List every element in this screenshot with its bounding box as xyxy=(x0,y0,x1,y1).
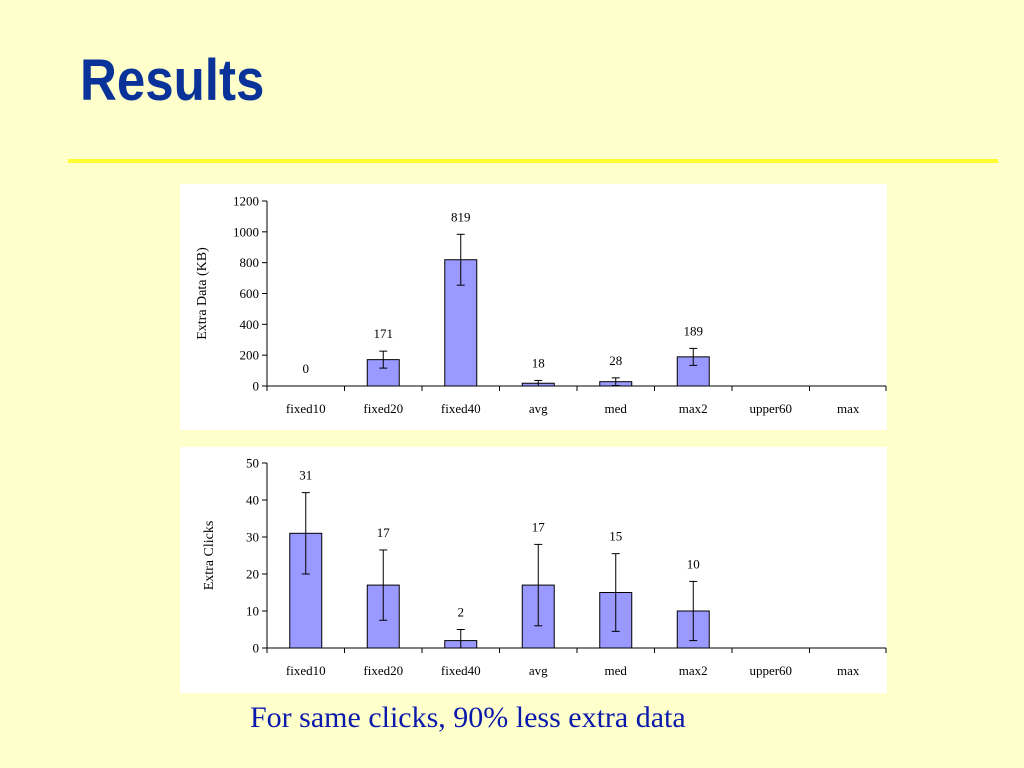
extra-clicks-chart-svg: 0 10 20 30 40 50 Extra Clicks fixed10 31 fixed20 1… xyxy=(202,456,887,678)
slide-caption: For same clicks, 90% less extra data xyxy=(250,701,686,734)
extra-data-category-label-max: max xyxy=(837,401,860,416)
extra-data-y-tick-label: 400 xyxy=(240,317,260,332)
extra-data-y-axis-title: Extra Data (KB) xyxy=(195,247,210,340)
extra-clicks-category-label-upper60: upper60 xyxy=(749,663,792,678)
slide-title: Results xyxy=(80,48,265,113)
extra-data-data-label-fixed20: 171 xyxy=(374,326,394,341)
extra-clicks-data-label-avg: 17 xyxy=(532,519,546,534)
extra-clicks-category-label-med: med xyxy=(605,663,628,678)
extra-clicks-category-label-max: max xyxy=(837,663,860,678)
extra-data-y-tick-label: 200 xyxy=(240,348,260,363)
extra-clicks-y-tick-label: 30 xyxy=(246,530,259,545)
extra-data-category-label-fixed20: fixed20 xyxy=(363,401,403,416)
extra-data-y-tick-label: 800 xyxy=(240,255,260,270)
extra-clicks-data-label-med: 15 xyxy=(609,529,622,544)
extra-data-category-label-fixed10: fixed10 xyxy=(286,401,326,416)
extra-data-y-tick-label: 0 xyxy=(253,379,260,394)
extra-data-data-label-avg: 18 xyxy=(532,355,545,370)
extra-data-data-label-med: 28 xyxy=(609,353,622,368)
extra-clicks-category-label-avg: avg xyxy=(529,663,548,678)
extra-data-category-label-upper60: upper60 xyxy=(749,401,792,416)
extra-clicks-plot: 0 10 20 30 40 50 Extra Clicks fixed10 31 fixed20 1… xyxy=(202,456,887,678)
extra-clicks-data-label-fixed10: 31 xyxy=(299,468,312,483)
extra-clicks-y-tick-label: 0 xyxy=(253,641,260,656)
title-divider xyxy=(68,159,998,163)
extra-clicks-category-label-fixed20: fixed20 xyxy=(363,663,403,678)
extra-clicks-y-tick-label: 50 xyxy=(246,456,259,471)
extra-clicks-category-label-fixed10: fixed10 xyxy=(286,663,326,678)
extra-data-y-tick-label: 600 xyxy=(240,286,260,301)
extra-data-data-label-max2: 189 xyxy=(684,323,704,338)
extra-data-plot: 0 200 400 600 800 1000 1200 Extra Data (KB) fixe… xyxy=(195,194,887,416)
extra-data-chart: 0 200 400 600 800 1000 1200 Extra Data (KB) fixe… xyxy=(180,184,887,430)
extra-data-data-label-fixed10: 0 xyxy=(303,361,310,376)
extra-data-category-label-avg: avg xyxy=(529,401,548,416)
extra-clicks-data-label-max2: 10 xyxy=(687,556,700,571)
extra-clicks-y-tick-label: 20 xyxy=(246,567,259,582)
extra-clicks-category-label-max2: max2 xyxy=(679,663,708,678)
extra-clicks-category-label-fixed40: fixed40 xyxy=(441,663,481,678)
extra-clicks-data-label-fixed40: 2 xyxy=(458,605,465,620)
extra-data-category-label-med: med xyxy=(605,401,628,416)
extra-clicks-y-axis-title: Extra Clicks xyxy=(202,521,217,591)
extra-clicks-chart: 0 10 20 30 40 50 Extra Clicks fixed10 31 fixed20 1… xyxy=(180,447,887,693)
extra-data-category-label-fixed40: fixed40 xyxy=(441,401,481,416)
extra-data-data-label-fixed40: 819 xyxy=(451,209,471,224)
extra-clicks-y-tick-label: 40 xyxy=(246,493,259,508)
extra-data-y-tick-label: 1000 xyxy=(233,224,259,239)
extra-clicks-data-label-fixed20: 17 xyxy=(377,525,391,540)
extra-data-category-label-max2: max2 xyxy=(679,401,708,416)
extra-data-chart-svg: 0 200 400 600 800 1000 1200 Extra Data (KB) fixe… xyxy=(195,194,887,416)
extra-clicks-y-tick-label: 10 xyxy=(246,604,259,619)
extra-data-y-tick-label: 1200 xyxy=(233,194,259,209)
